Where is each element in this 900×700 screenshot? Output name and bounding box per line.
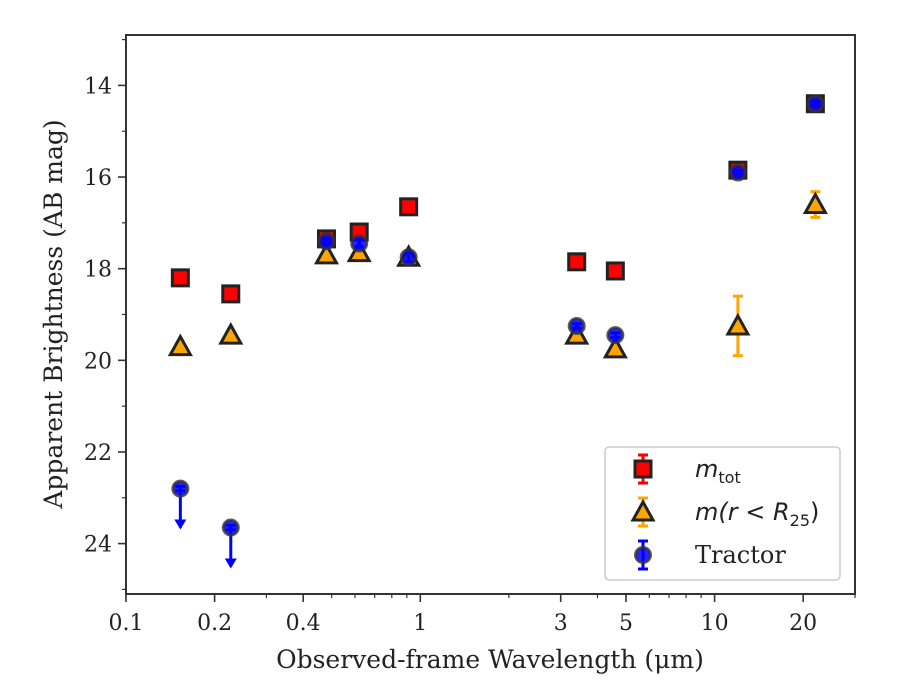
legend: mtot m(r < R25) Tractor [604,446,841,581]
x-tick-label: 0.2 [197,611,232,636]
x-tick-label: 0.4 [286,611,321,636]
series-tractor [171,94,825,569]
tractor-point [399,248,418,267]
upper-limit-arrow-head [224,558,237,569]
series-mr25 [167,190,828,359]
mtot-point [170,268,190,288]
y-tick-label: 16 [84,166,112,191]
mr25-point [602,335,628,359]
y-tick-label: 14 [84,74,112,99]
mr25-point [313,241,340,265]
x-tick-label: 10 [701,611,729,636]
mtot-point [221,284,241,304]
legend-entry-mr25: m(r < R25) [630,496,819,530]
mr25-point [802,191,828,215]
tractor-point [606,326,625,345]
legend-label: m(r < R25) [695,498,819,530]
legend-label: mtot [695,455,741,487]
tractor-point [567,316,586,335]
upper-limit-arrow-head [174,519,187,530]
x-tick-label: 1 [413,611,427,636]
mr25-point [218,322,244,345]
tractor-point [728,163,747,182]
legend-entry-tractor: Tractor [634,539,786,571]
tractor-point [806,94,825,113]
x-tick-label: 3 [554,611,568,636]
x-tick-label: 0.1 [109,611,144,636]
series-layer [167,94,828,569]
y-tick-label: 24 [84,533,112,558]
y-tick-label: 20 [84,349,112,374]
x-tick-label: 20 [789,611,817,636]
legend-marker [630,498,656,522]
mtot-point [399,197,419,217]
tractor-point [171,479,190,498]
y-tick-label: 18 [84,258,112,283]
mtot-point [567,252,587,272]
tractor-point [221,518,240,537]
x-axis: 0.1 0.2 0.4 1 3 5 10 20 [109,594,856,636]
y-tick-label: 22 [84,441,112,466]
y-axis-label: Apparent Brightness (AB mag) [39,119,68,509]
legend-entry-mtot: mtot [633,453,741,487]
y-axis: 14 16 18 20 22 24 [84,38,126,591]
legend-label: Tractor [695,541,786,569]
legend-marker [633,459,653,479]
legend-box [604,446,841,581]
mr25-point [167,333,193,357]
tractor-point [317,232,336,251]
x-tick-label: 5 [619,611,633,636]
mtot-point [605,261,625,281]
series-mtot [170,94,825,304]
x-axis-label: Observed-frame Wavelength (μm) [276,645,704,674]
legend-marker [634,546,652,564]
tractor-point [350,234,369,253]
mr25-point [725,312,751,336]
